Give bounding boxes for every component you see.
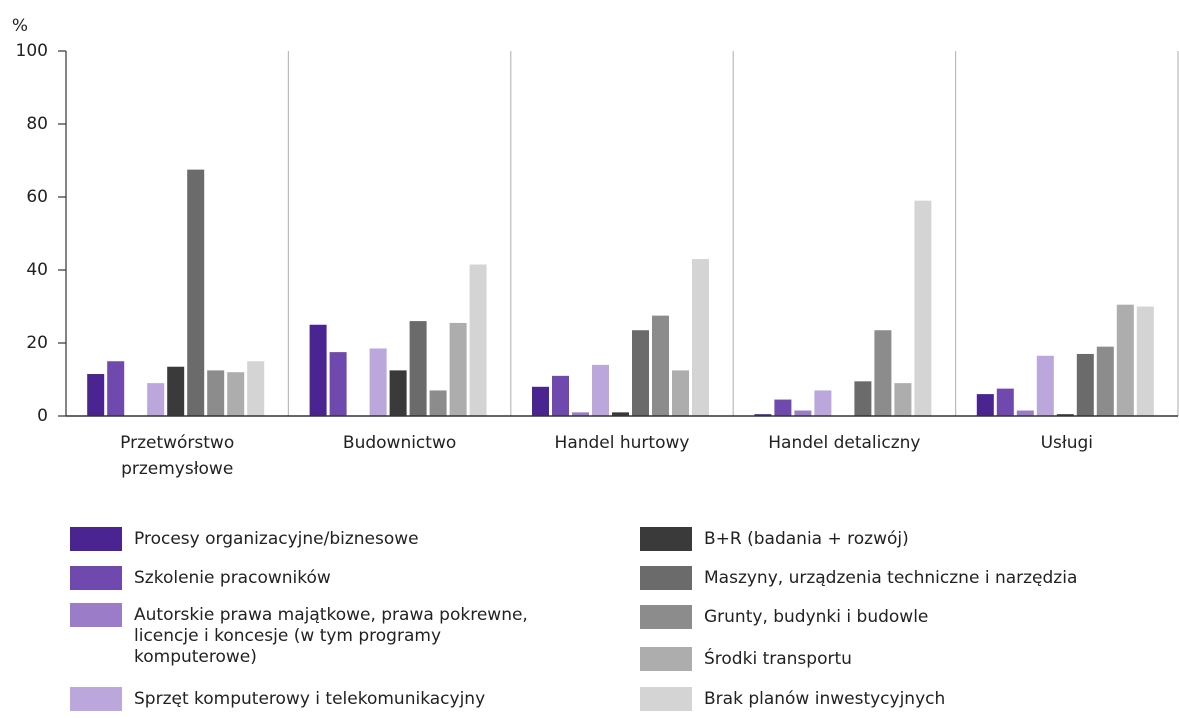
bar — [187, 169, 205, 416]
legend-label: Maszyny, urządzenia techniczne i narzędz… — [704, 568, 1078, 588]
bar — [469, 264, 487, 416]
bar — [552, 375, 569, 416]
bar — [329, 352, 347, 416]
legend-label: B+R (badania + rozwój) — [704, 529, 909, 549]
bar — [1056, 414, 1074, 416]
bar — [1096, 346, 1114, 416]
y-tick-label: 0 — [37, 406, 48, 426]
bar — [692, 259, 709, 416]
legend-label: Autorskie prawa majątkowe, prawa pokrewn… — [134, 605, 528, 667]
bar — [794, 410, 812, 416]
bar — [612, 412, 629, 416]
bar — [167, 366, 185, 416]
bar — [1116, 304, 1134, 416]
legend-label: Sprzęt komputerowy i telekomunikacyjny — [134, 689, 486, 709]
legend-swatch — [70, 603, 122, 627]
bar — [1016, 410, 1034, 416]
bar — [1136, 306, 1154, 416]
bar — [1036, 355, 1054, 416]
legend-label: Grunty, budynki i budowle — [704, 607, 929, 627]
legend-label: Procesy organizacyjne/biznesowe — [134, 529, 419, 549]
bar — [227, 372, 245, 416]
y-tick-label: 80 — [26, 114, 48, 134]
bar — [1076, 353, 1094, 416]
bar — [87, 374, 105, 416]
bar — [429, 390, 447, 416]
y-tick-label: 20 — [26, 333, 48, 353]
x-tick-label: Budownictwo — [342, 433, 457, 453]
legend-label: Środki transportu — [704, 649, 852, 669]
legend-swatch — [70, 527, 122, 551]
bar — [976, 394, 994, 416]
bar — [774, 399, 792, 416]
x-tick-label: Handel detaliczny — [768, 433, 921, 453]
bar — [914, 200, 932, 416]
y-tick-label: 100 — [16, 41, 48, 61]
bar — [996, 388, 1014, 416]
legend-label: Szkolenie pracowników — [134, 568, 331, 588]
legend-swatch — [640, 527, 692, 551]
x-tick-label: Handel hurtowy — [554, 433, 690, 453]
bar — [894, 383, 912, 416]
bar — [309, 324, 327, 416]
x-tick-label: Przetwórstwo przemysłowe — [120, 433, 235, 479]
legend-label: Brak planów inwestycyjnych — [704, 689, 946, 709]
bar — [854, 381, 872, 416]
bar — [409, 321, 427, 416]
bar — [632, 330, 649, 416]
bar — [532, 386, 549, 416]
y-tick-label: 40 — [26, 260, 48, 280]
bar — [652, 315, 669, 416]
bar — [572, 412, 589, 416]
legend-swatch — [640, 566, 692, 590]
bar — [247, 361, 265, 416]
legend-swatch — [640, 647, 692, 671]
y-axis-label: % — [12, 16, 28, 36]
legend-swatch — [70, 687, 122, 711]
bar — [814, 390, 832, 416]
bar — [874, 330, 892, 416]
legend-swatch — [640, 605, 692, 629]
bar — [369, 348, 387, 416]
bar — [672, 370, 689, 416]
legend-swatch — [70, 566, 122, 590]
bar — [207, 370, 225, 416]
bar — [754, 414, 772, 416]
y-tick-label: 60 — [26, 187, 48, 207]
bar — [107, 361, 125, 416]
bar — [147, 383, 165, 416]
bar — [592, 364, 609, 416]
legend-swatch — [640, 687, 692, 711]
bar — [389, 370, 407, 416]
x-tick-label: Usługi — [1040, 433, 1093, 453]
bar — [449, 322, 467, 416]
